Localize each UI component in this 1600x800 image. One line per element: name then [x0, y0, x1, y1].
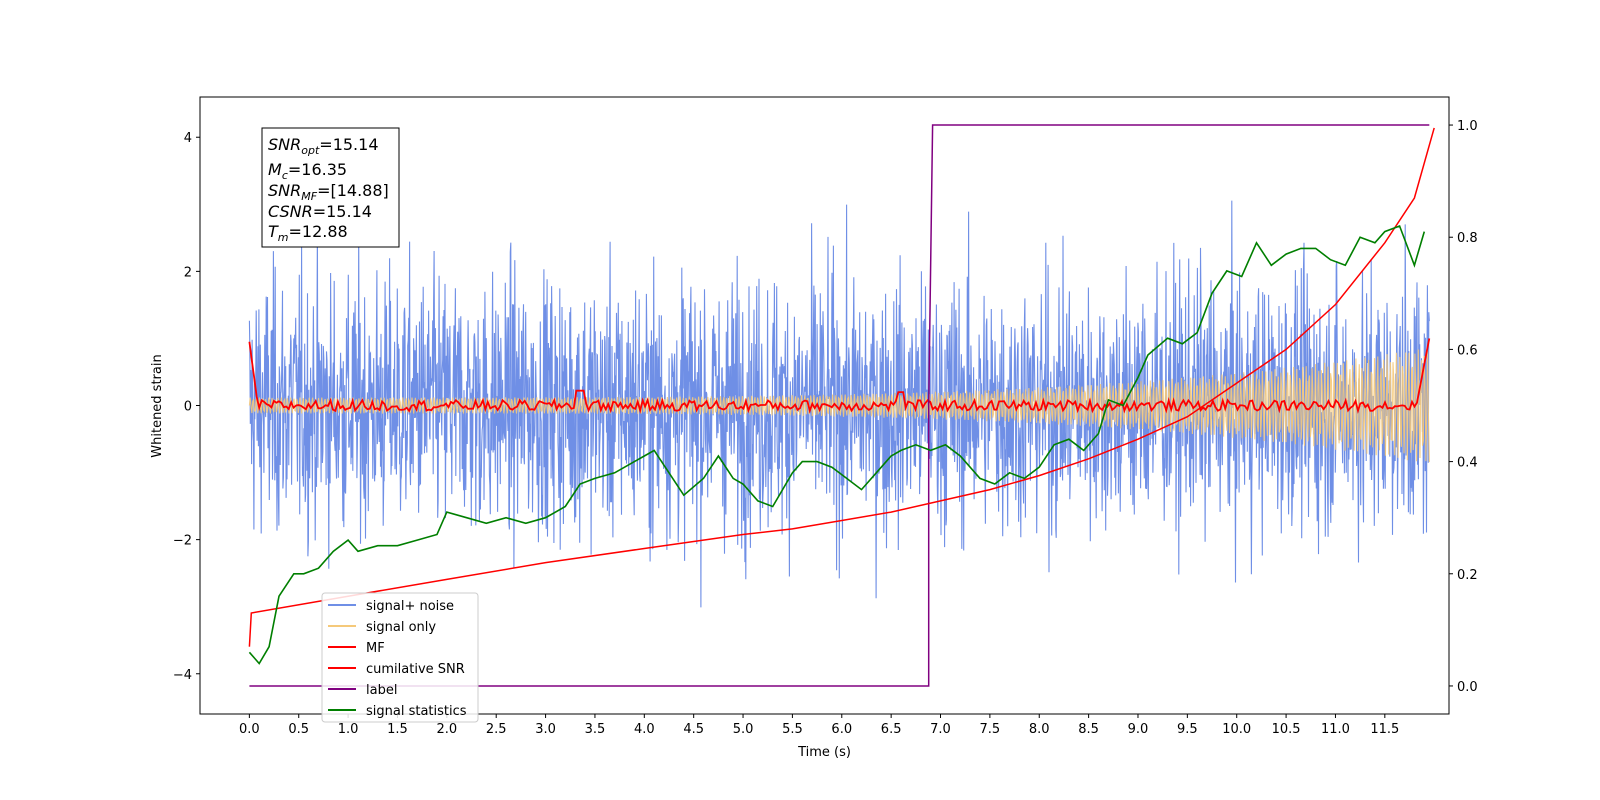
annotation-snr-mf: SNRMF=[14.88]: [268, 181, 389, 203]
y2-tick-label: 1.0: [1457, 119, 1478, 134]
y-tick-label: 2: [184, 265, 192, 280]
x-tick-label: 8.5: [1078, 722, 1099, 737]
legend-entry: label: [366, 683, 397, 698]
annotation-frame: [261, 127, 400, 248]
x-tick-label: 11.0: [1321, 722, 1350, 737]
x-tick-label: 9.0: [1128, 722, 1149, 737]
y2-tick-label: 0.8: [1457, 231, 1478, 246]
legend-entry: MF: [366, 641, 385, 656]
annotation-csnr: CSNR=15.14: [268, 202, 372, 221]
x-tick-label: 11.5: [1370, 722, 1399, 737]
series-cumilative-snr: [248, 127, 1435, 647]
series-signal-only: [248, 347, 1430, 463]
legend: signal+ noise signal only MF cumilative SNR…: [321, 592, 479, 723]
y2-tick-label: 0.6: [1457, 343, 1478, 358]
annotation-box: SNRopt=15.14 Mc=16.35 SNRMF=[14.88] CSNR…: [261, 127, 400, 248]
x-tick-label: 0.5: [288, 722, 309, 737]
x-tick-label: 5.5: [782, 722, 803, 737]
legend-frame: [321, 592, 479, 723]
y-tick-label: −2: [173, 534, 192, 549]
x-tick-label: 2.0: [436, 722, 457, 737]
y2-tick-label: 0.0: [1457, 680, 1478, 695]
x-tick-label: 3.5: [585, 722, 606, 737]
x-tick-label: 10.0: [1222, 722, 1251, 737]
y-tick-label: 0: [184, 400, 192, 415]
x-tick-label: 1.5: [387, 722, 408, 737]
y2-tick-label: 0.4: [1457, 456, 1478, 471]
x-tick-label: 1.0: [338, 722, 359, 737]
x-tick-label: 4.0: [634, 722, 655, 737]
x-tick-label: 6.5: [881, 722, 902, 737]
series-label: [249, 124, 1430, 687]
y-tick-label: 4: [184, 131, 192, 146]
x-tick-label: 4.5: [683, 722, 704, 737]
x-tick-label: 7.5: [980, 722, 1001, 737]
x-tick-label: 8.0: [1029, 722, 1050, 737]
series-signal-plus-noise: [248, 200, 1430, 608]
x-tick-label: 3.0: [535, 722, 556, 737]
annotation-snr-opt: SNRopt=15.14: [268, 135, 379, 157]
x-tick-label: 0.0: [239, 722, 260, 737]
x-tick-label: 6.0: [831, 722, 852, 737]
legend-entry: signal statistics: [366, 704, 467, 719]
y-tick-label: −4: [173, 668, 192, 683]
x-tick-label: 10.5: [1272, 722, 1301, 737]
annotation-tm: Tm=12.88: [268, 222, 348, 244]
x-tick-label: 9.5: [1177, 722, 1198, 737]
y-axis-label: Whitened strain: [150, 354, 165, 457]
legend-entry: signal only: [366, 620, 436, 635]
legend-entry: cumilative SNR: [366, 662, 465, 677]
axes: 0.0 0.5 1.0 1.5 2.0 2.5 3.0 3.5 4.0 4.5 5.0 5.5 6.0 6…: [173, 119, 1478, 737]
x-tick-label: 2.5: [486, 722, 507, 737]
series-mf: [248, 338, 1431, 414]
series-signal-statistics: [248, 224, 1426, 665]
plot-area: [248, 124, 1435, 687]
x-tick-label: 7.0: [930, 722, 951, 737]
annotation-mc: Mc=16.35: [268, 160, 347, 182]
legend-entry: signal+ noise: [366, 599, 454, 614]
x-axis-label: Time (s): [797, 745, 851, 760]
x-tick-label: 5.0: [733, 722, 754, 737]
y2-tick-label: 0.2: [1457, 568, 1478, 583]
